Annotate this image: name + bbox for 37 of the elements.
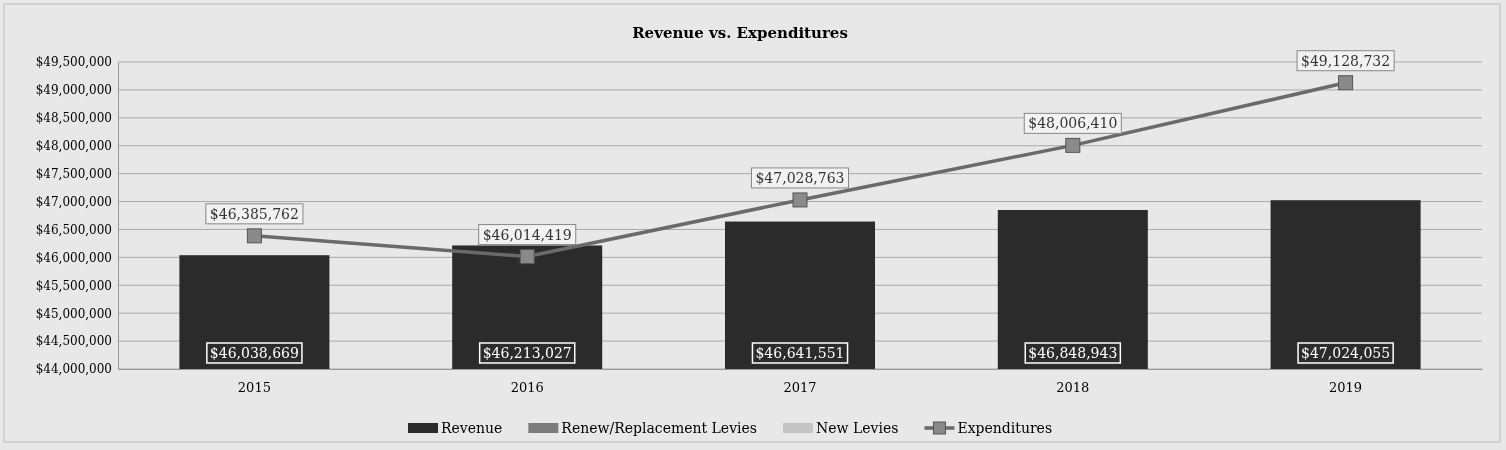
point [1338,75,1354,91]
data-label: $49,128,732 [1301,52,1391,69]
point [792,192,808,208]
data-label: $46,014,419 [482,226,572,243]
y-tick-label: $46,000,000 [35,250,112,265]
data-label: $46,848,943 [1028,345,1118,361]
y-tick-label: $48,000,000 [35,139,112,154]
y-tick-label: $45,500,000 [35,278,112,293]
y-tick-label: $47,000,000 [35,194,112,209]
y-tick-label: $45,000,000 [35,306,112,321]
point [1065,137,1081,153]
y-tick-label: $44,500,000 [35,334,112,349]
legend-label: Revenue [441,420,503,436]
data-label: $46,641,551 [755,345,845,361]
x-tick-label: 2017 [783,380,817,396]
y-tick-label: $49,000,000 [35,83,112,98]
data-label: $47,028,763 [755,169,845,186]
x-tick-label: 2018 [1056,380,1090,396]
data-label: $46,385,762 [209,205,299,222]
point [519,249,535,265]
chart-title: Revenue vs. Expenditures [632,24,848,42]
data-label: $48,006,410 [1028,115,1118,132]
legend-label: Expenditures [957,420,1053,436]
data-label: $46,038,669 [209,345,299,361]
y-tick-label: $44,000,000 [35,362,112,377]
legend-label: New Levies [816,420,899,436]
data-label: $47,024,055 [1301,345,1391,361]
x-tick-label: 2015 [237,380,271,396]
point [246,228,262,244]
x-tick-label: 2019 [1329,380,1363,396]
y-tick-label: $47,500,000 [35,166,112,181]
legend-label: Renew/Replacement Levies [561,420,758,436]
y-tick-label: $49,500,000 [35,55,112,70]
y-tick-label: $48,500,000 [35,111,112,126]
data-label: $46,213,027 [482,345,572,361]
x-tick-label: 2016 [510,380,544,396]
y-tick-label: $46,500,000 [35,222,112,237]
